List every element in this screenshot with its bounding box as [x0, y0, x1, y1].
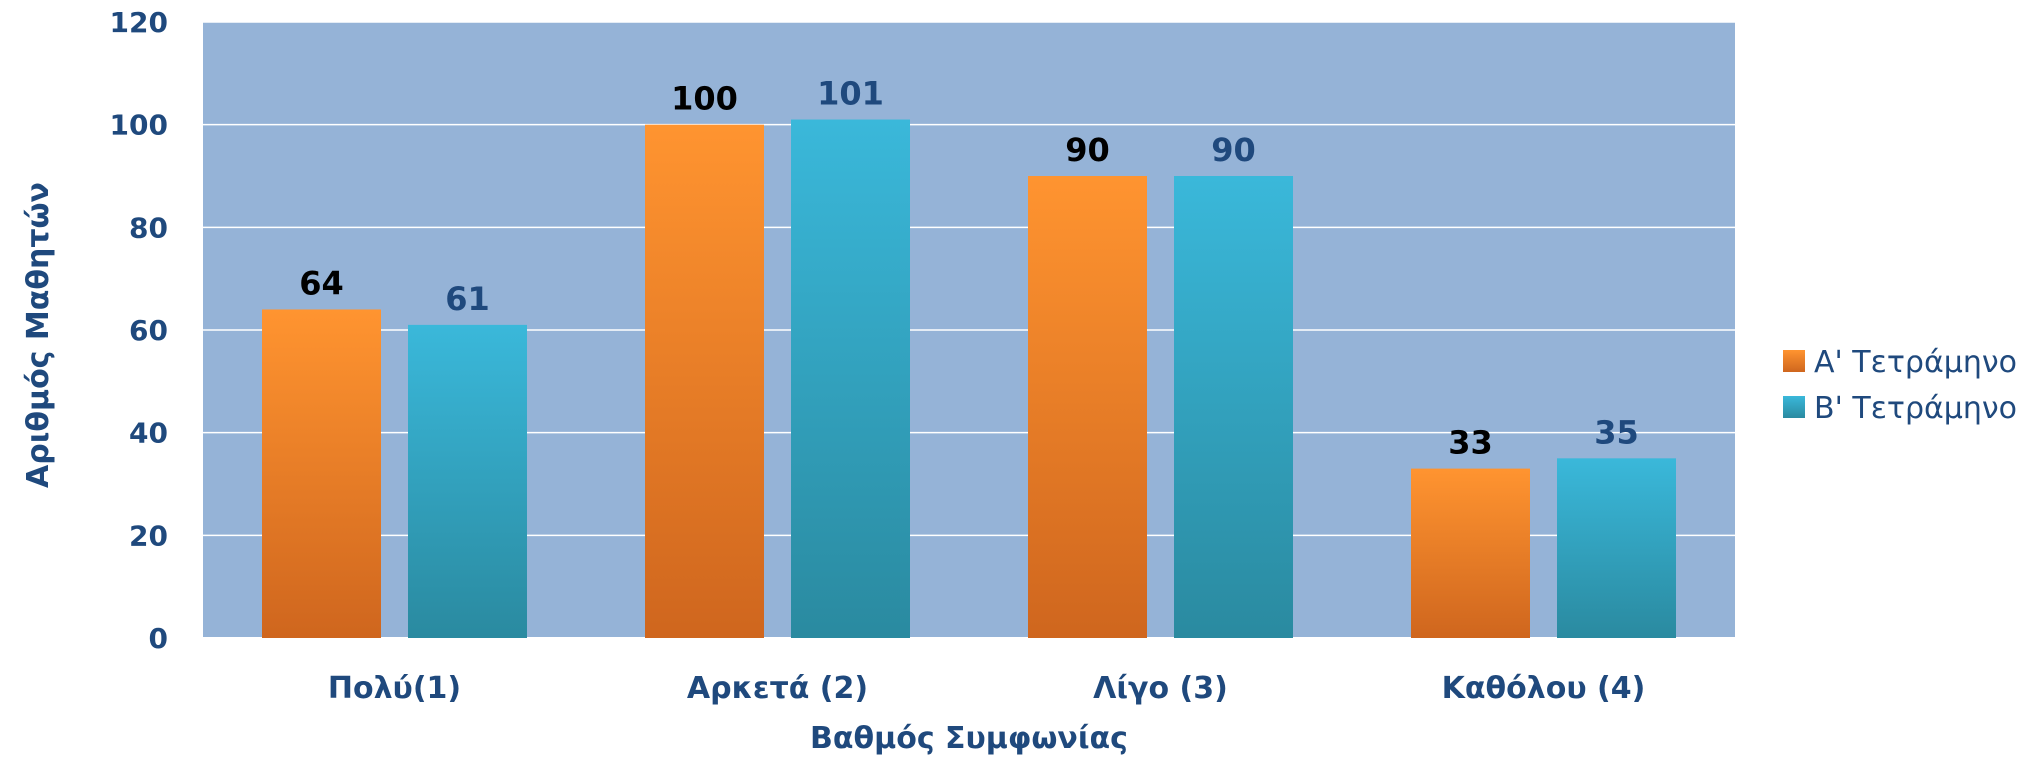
bar-series-2 — [1174, 176, 1293, 638]
y-tick-label: 60 — [129, 314, 168, 347]
y-tick-label: 100 — [110, 109, 168, 142]
bar-series-2 — [1557, 458, 1676, 638]
bar-series-2 — [791, 119, 910, 639]
x-tick-label: Αρκετά (2) — [687, 671, 868, 706]
bar-series-1 — [645, 124, 764, 638]
legend-swatch — [1783, 396, 1805, 418]
bar-series-1 — [1028, 176, 1147, 638]
data-label: 90 — [1211, 131, 1256, 169]
x-axis-title: Βαθμός Συμφωνίας — [810, 721, 1128, 756]
x-tick-label: Πολύ(1) — [328, 671, 461, 706]
y-tick-label: 20 — [129, 519, 168, 552]
y-axis-title: Αριθμός Μαθητών — [21, 182, 56, 488]
bar-series-1 — [262, 309, 381, 638]
y-tick-label: 0 — [149, 622, 168, 655]
bar-series-2 — [408, 324, 527, 638]
data-label: 90 — [1065, 131, 1110, 169]
data-label: 100 — [671, 80, 738, 118]
legend-label: Β' Τετράμηνο — [1814, 391, 2017, 426]
legend-label: Α' Τετράμηνο — [1814, 345, 2017, 380]
x-tick-label: Καθόλου (4) — [1442, 671, 1646, 706]
legend: Α' Τετράμηνο Β' Τετράμηνο — [1783, 345, 2017, 426]
data-label: 101 — [817, 75, 884, 113]
y-tick-label: 40 — [129, 417, 168, 450]
y-tick-label: 80 — [129, 211, 168, 244]
bar-series-1 — [1411, 468, 1530, 638]
legend-swatch — [1783, 350, 1805, 372]
y-tick-label: 120 — [110, 6, 168, 39]
x-tick-label: Λίγο (3) — [1093, 671, 1228, 706]
data-label: 64 — [299, 264, 344, 302]
data-label: 33 — [1448, 424, 1493, 462]
data-label: 35 — [1594, 413, 1639, 451]
data-label: 61 — [445, 280, 490, 318]
